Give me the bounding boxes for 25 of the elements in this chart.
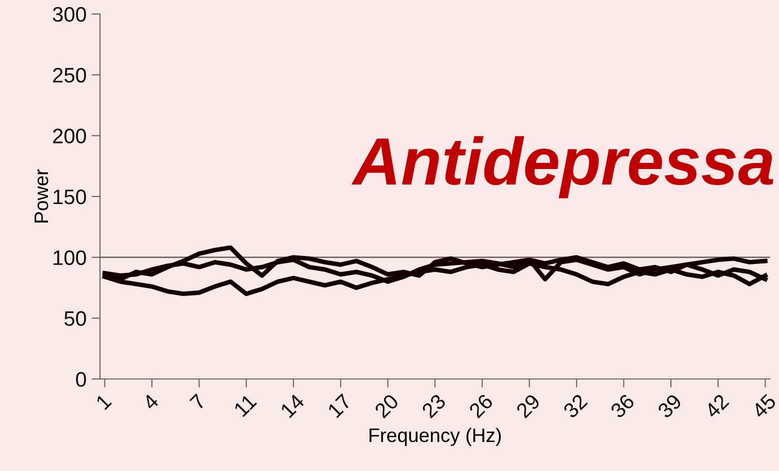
y-axis-title: Power [34,169,48,222]
annotation: Antidepressa [351,136,774,198]
x-tick-label: 39 [656,393,682,419]
y-tick-label: 250 [53,68,86,83]
y-tick-label: 0 [76,372,86,387]
y-tick-label: 100 [54,250,86,266]
x-tick-label: 20 [374,393,400,419]
x-tick-label: 36 [610,393,636,419]
x-axis-title: Frequency (Hz) [370,428,501,446]
y-tick-label: 150 [54,190,86,204]
y-tick-label: 300 [52,7,86,22]
x-tick-label: 42 [704,393,730,419]
x-tick-label: 7 [189,393,206,410]
x-tick-label: 14 [280,393,306,418]
y-tick-label: 50 [64,311,86,326]
x-tick-label: 45 [751,393,777,420]
x-tick-label: 11 [233,393,258,418]
x-tick-label: 26 [468,393,494,419]
x-tick-label: 29 [515,393,541,419]
x-tick-label: 17 [327,393,352,418]
x-tick-label: 23 [421,393,446,419]
x-tick-label: 4 [142,393,160,411]
x-tick-label: 32 [562,393,588,419]
x-tick-label: 1 [95,393,112,410]
y-tick-label: 200 [53,128,86,144]
